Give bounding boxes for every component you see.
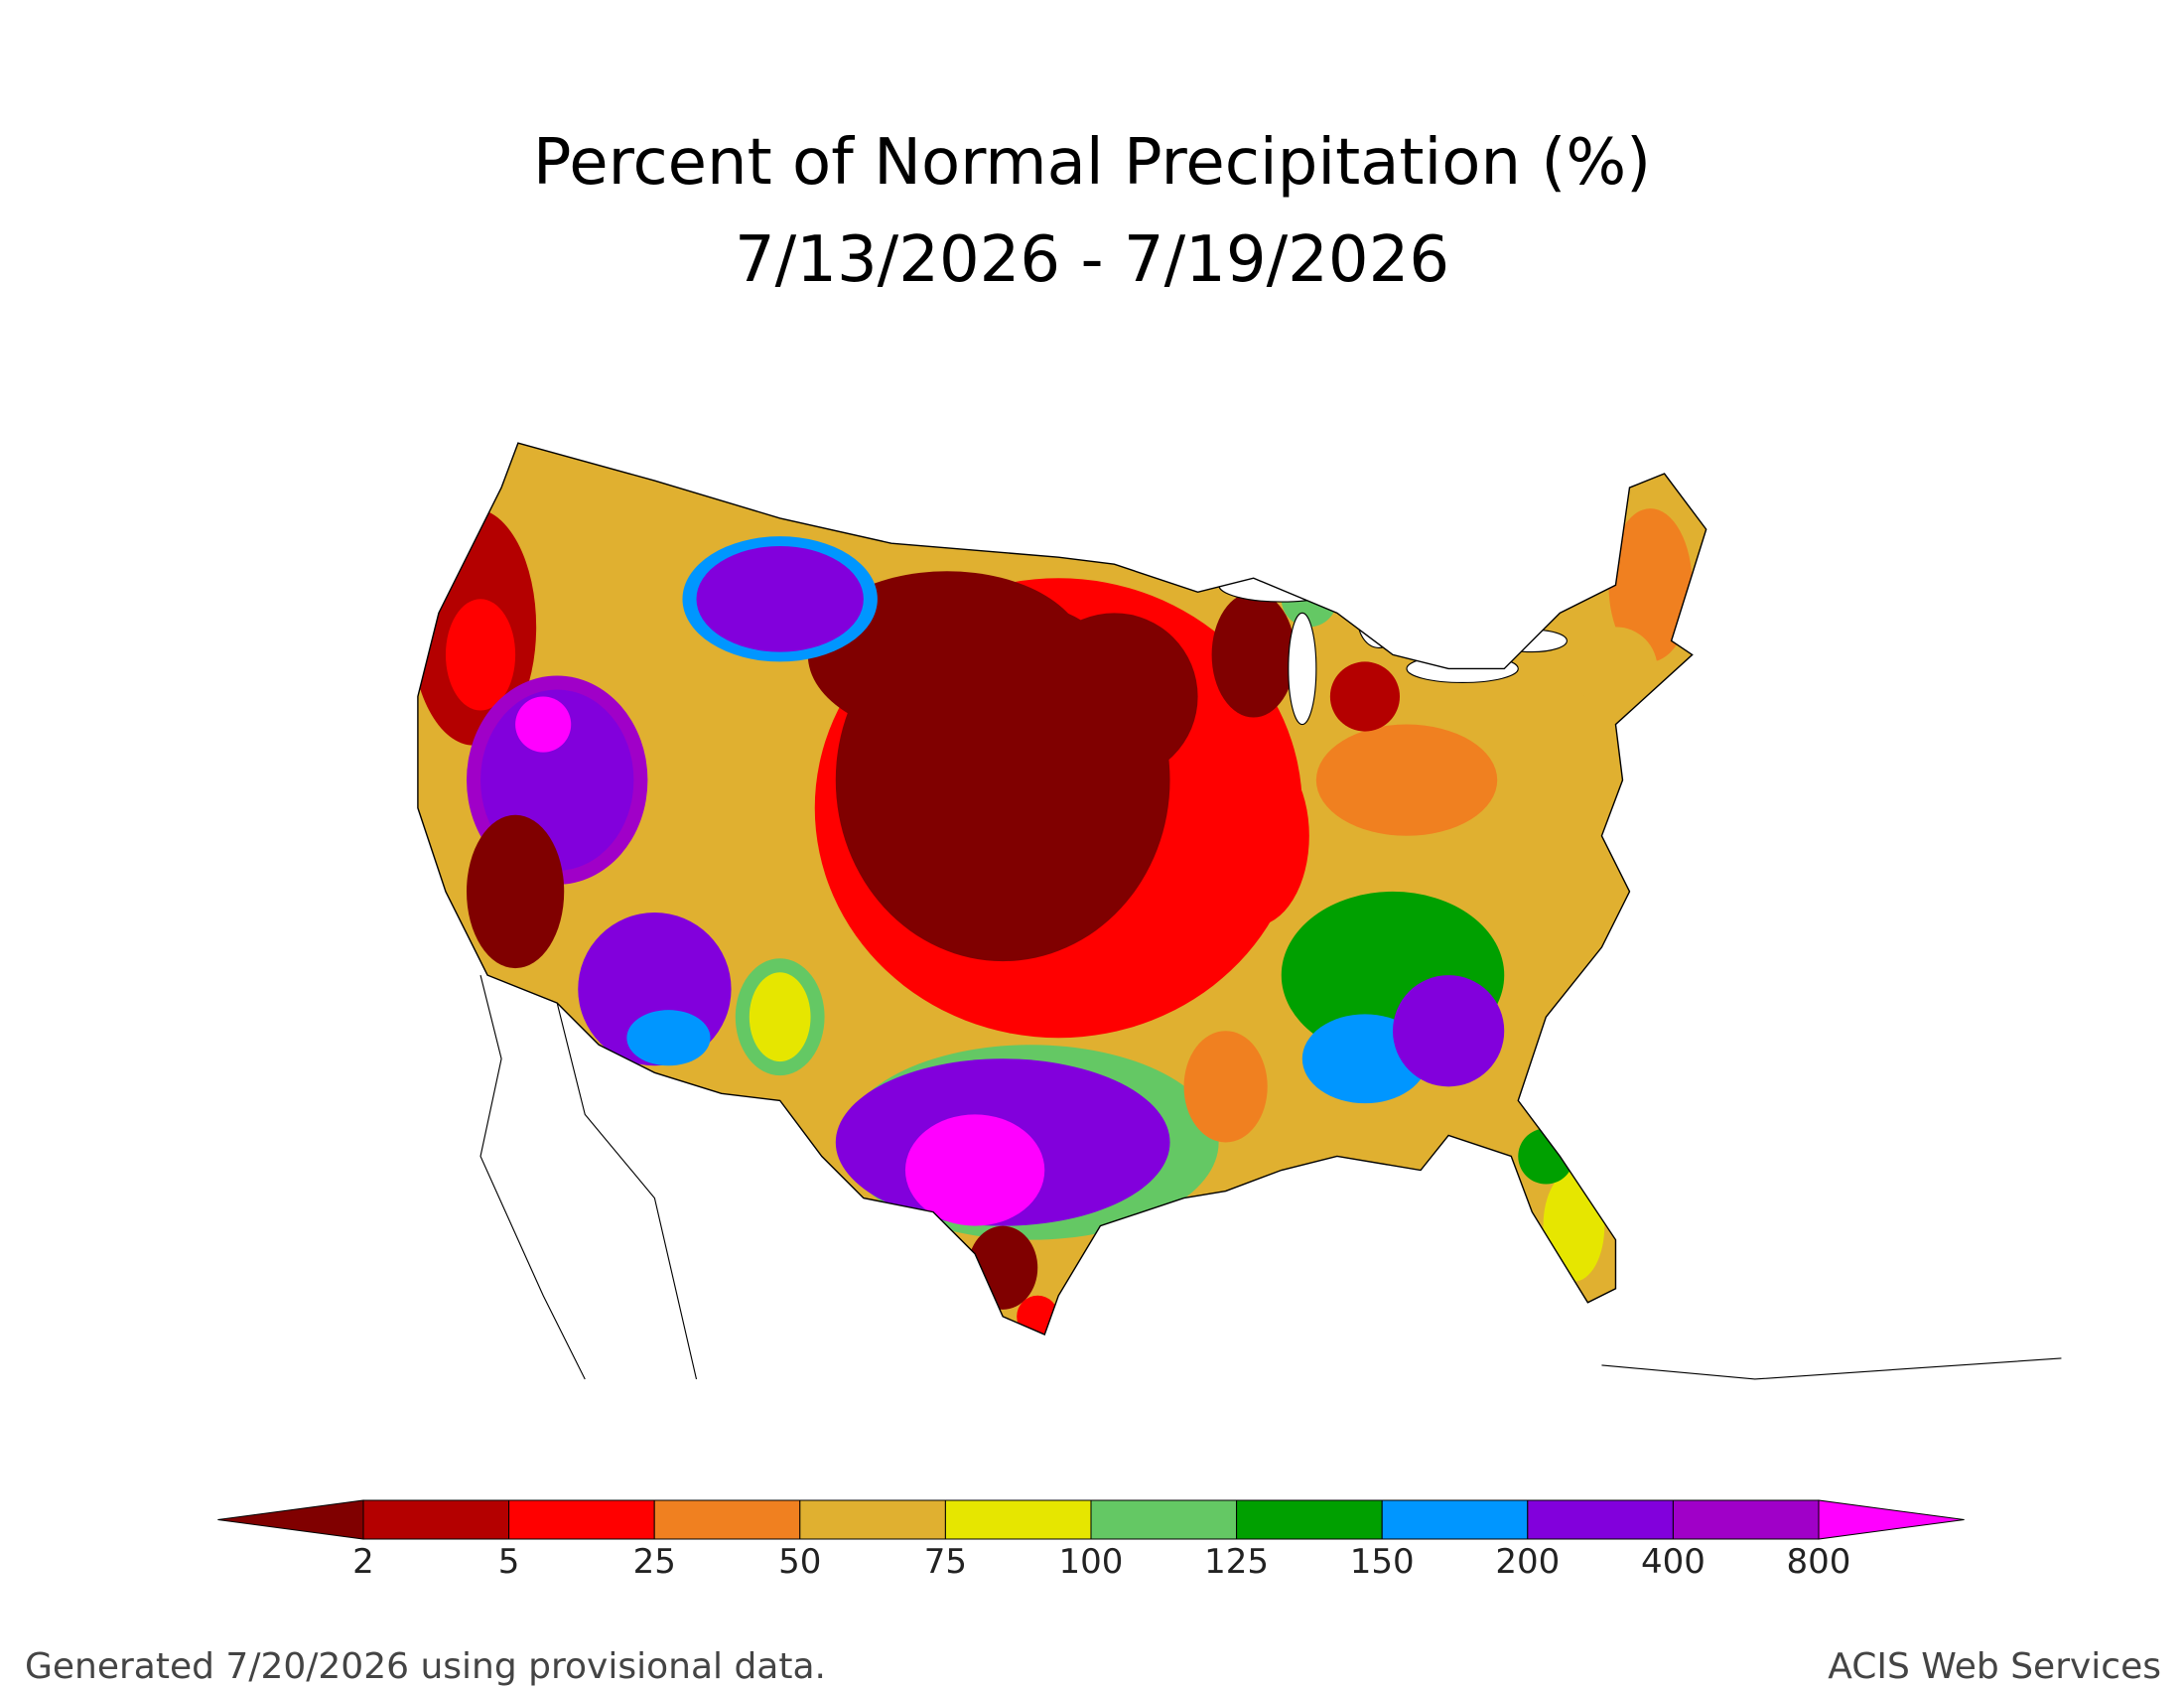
- legend-tick-label: 50: [778, 1542, 821, 1582]
- legend-tick-label: 25: [633, 1542, 676, 1582]
- legend-tick-label: 150: [1350, 1542, 1415, 1582]
- legend-swatch: [1090, 1499, 1238, 1540]
- footer-left: Generated 7/20/2026 using provisional da…: [25, 1646, 826, 1687]
- legend-swatch: [1672, 1499, 1820, 1540]
- map-region: [1315, 724, 1498, 836]
- legend-tick-label: 800: [1787, 1542, 1851, 1582]
- map-region: [696, 545, 864, 652]
- legend-swatch: [1236, 1499, 1383, 1540]
- map-region: [968, 1225, 1038, 1310]
- map-title: Percent of Normal Precipitation (%): [533, 126, 1651, 200]
- legend-tick-label: 75: [924, 1542, 967, 1582]
- coastline: [479, 974, 2062, 1380]
- map-region: [1030, 613, 1198, 780]
- map-region: [515, 696, 572, 753]
- map-region: [626, 1010, 711, 1066]
- legend-swatch: [944, 1499, 1092, 1540]
- footer-right: ACIS Web Services: [1828, 1646, 2161, 1687]
- map-region: [904, 1114, 1045, 1226]
- legend-tick-label: 400: [1641, 1542, 1706, 1582]
- legend-tick-label: 2: [352, 1542, 374, 1582]
- legend-swatch: [1381, 1499, 1529, 1540]
- precipitation-map: [417, 442, 2062, 1380]
- lake: [1288, 612, 1317, 726]
- legend-swatch: [508, 1499, 655, 1540]
- lake: [1357, 591, 1401, 648]
- map-region: [1211, 592, 1296, 718]
- map-subtitle: 7/13/2026 - 7/19/2026: [735, 223, 1449, 297]
- map-region: [1183, 1031, 1268, 1143]
- map-fills: [417, 443, 1706, 1336]
- map-region: [1197, 745, 1309, 926]
- map-region: [1393, 975, 1505, 1087]
- legend-arrow: [217, 1499, 364, 1540]
- legend-tick-label: 100: [1059, 1542, 1124, 1582]
- legend-swatch: [362, 1499, 510, 1540]
- map-region: [1543, 1170, 1605, 1282]
- legend-swatch: [1527, 1499, 1674, 1540]
- map-region: [445, 599, 516, 711]
- legend-tick-label: 200: [1495, 1542, 1560, 1582]
- map-region: [467, 814, 565, 969]
- legend-swatch: [653, 1499, 801, 1540]
- map-region: [1329, 661, 1401, 732]
- lake: [1218, 567, 1345, 603]
- map-region: [807, 571, 1087, 739]
- legend-tick-label: 125: [1204, 1542, 1269, 1582]
- map-region: [749, 972, 811, 1062]
- map-region: [1608, 508, 1693, 662]
- color-legend: 2 5 25 50 75 100 125 150 200 400 800: [217, 1499, 1965, 1582]
- us-outline: [417, 442, 1707, 1336]
- legend-tick-label: 5: [498, 1542, 520, 1582]
- map-region: [1573, 627, 1658, 711]
- legend-arrow: [1818, 1499, 1965, 1540]
- legend-swatch: [799, 1499, 946, 1540]
